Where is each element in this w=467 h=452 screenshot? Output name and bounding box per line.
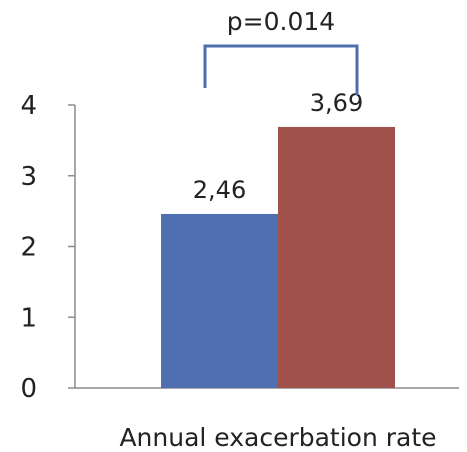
bar-labels: 2,46 3,69	[193, 89, 363, 204]
y-tick-label: 3	[20, 162, 37, 192]
significance-bracket	[203, 44, 359, 95]
bar-value-label: 3,69	[310, 89, 363, 117]
y-tick-label: 0	[20, 374, 37, 404]
y-ticks: 0 1 2 3 4	[20, 91, 75, 404]
bar-series-1	[161, 213, 278, 388]
y-tick-label: 2	[20, 233, 37, 263]
bar-series-2	[278, 126, 395, 389]
p-value-label: p=0.014	[227, 7, 335, 36]
significance-annotation: p=0.014	[203, 7, 359, 95]
category-label: Annual exacerbation rate	[119, 423, 436, 452]
bar-value-label: 2,46	[193, 176, 246, 204]
axes: 0 1 2 3 4	[20, 91, 459, 404]
y-tick-label: 1	[20, 303, 37, 333]
bars	[161, 126, 395, 389]
y-tick-label: 4	[20, 91, 37, 121]
